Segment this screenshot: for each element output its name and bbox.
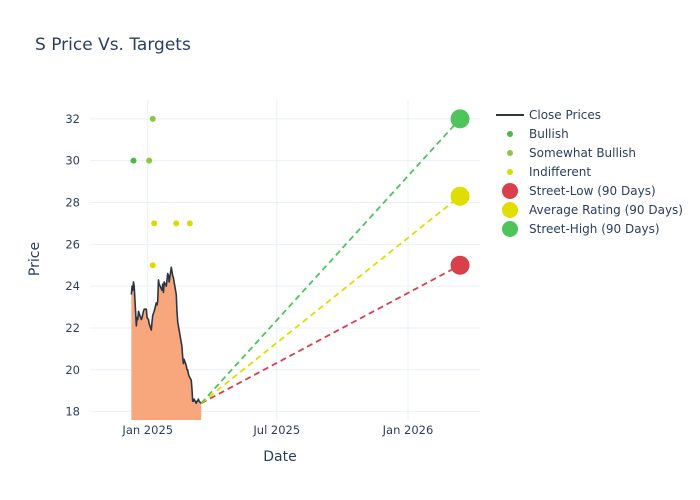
y-tick-label: 26 [65, 237, 80, 251]
legend-item[interactable]: Close Prices [496, 108, 601, 122]
legend-label: Average Rating (90 Days) [529, 203, 683, 217]
legend-swatch-dot [507, 150, 513, 156]
legend-label: Close Prices [529, 108, 601, 122]
legend-label: Indifferent [529, 165, 591, 179]
y-tick-label: 22 [65, 321, 80, 335]
target-marker [450, 255, 470, 275]
target-line [200, 195, 461, 404]
target-line [200, 118, 461, 404]
target-line [200, 264, 461, 405]
close-price-area [131, 267, 202, 420]
close-price-line [130, 266, 202, 405]
rating-point [186, 220, 193, 227]
legend-label: Street-High (90 Days) [529, 222, 660, 236]
x-tick-label: Jan 2026 [382, 423, 434, 437]
legend-item[interactable]: Street-High (90 Days) [502, 221, 660, 237]
y-tick-label: 24 [65, 279, 80, 293]
target-marker [450, 186, 470, 206]
rating-point [149, 262, 156, 269]
legend-item[interactable]: Indifferent [507, 165, 591, 179]
rating-point [151, 220, 158, 227]
x-axis-title: Date [263, 449, 296, 465]
legend-item[interactable]: Street-Low (90 Days) [502, 183, 656, 199]
plot-layer [130, 109, 470, 420]
rating-point [173, 220, 180, 227]
legend[interactable]: Close Prices Bullish Somewhat Bullish Indif… [496, 108, 683, 237]
x-tick-label: Jul 2025 [252, 423, 300, 437]
legend-swatch-dot [507, 169, 513, 175]
y-tick-label: 28 [65, 195, 80, 209]
legend-item[interactable]: Bullish [507, 127, 569, 141]
target-marker [450, 109, 470, 129]
legend-label: Bullish [529, 127, 569, 141]
legend-label: Street-Low (90 Days) [529, 184, 656, 198]
axis-layer: 18 20 22 24 26 28 30 32 Jan 2025 Jul 2025 Jan 2026 [65, 112, 433, 437]
legend-swatch-marker [502, 183, 518, 199]
legend-item[interactable]: Somewhat Bullish [507, 146, 636, 160]
legend-swatch-marker [502, 221, 518, 237]
legend-swatch-dot [507, 131, 513, 137]
y-tick-label: 18 [65, 405, 80, 419]
legend-swatch-marker [502, 202, 518, 218]
y-tick-label: 30 [65, 154, 80, 168]
y-tick-label: 32 [65, 112, 80, 126]
legend-label: Somewhat Bullish [529, 146, 636, 160]
rating-point [149, 115, 156, 122]
rating-point [130, 157, 137, 164]
rating-point [146, 157, 153, 164]
y-tick-label: 20 [65, 363, 80, 377]
legend-item[interactable]: Average Rating (90 Days) [502, 202, 683, 218]
x-tick-label: Jan 2025 [121, 423, 173, 437]
chart-title: S Price Vs. Targets [35, 35, 191, 55]
y-axis-title: Price [27, 242, 43, 276]
